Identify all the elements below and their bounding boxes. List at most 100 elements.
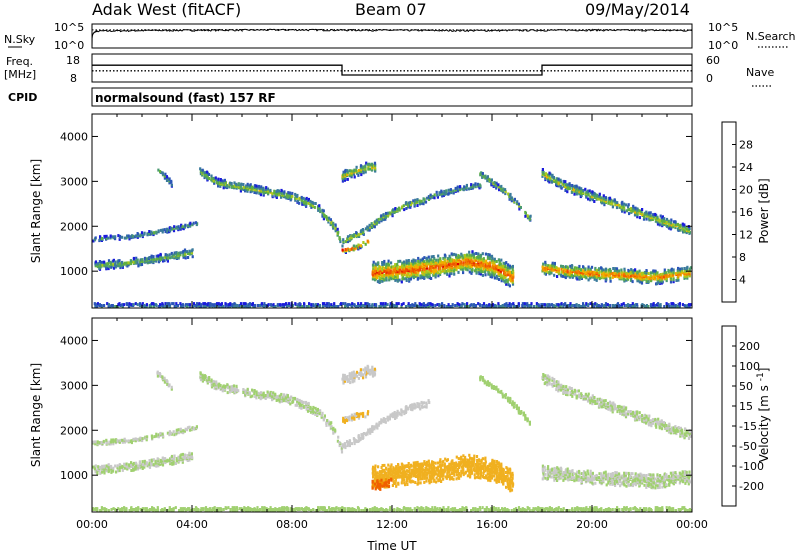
- range-cell: [445, 262, 448, 266]
- range-cell: [490, 182, 493, 186]
- range-cell: [672, 223, 675, 227]
- range-cell: [155, 259, 158, 263]
- range-cell: [551, 261, 554, 265]
- range-cell: [205, 173, 208, 177]
- range-cell: [362, 241, 365, 244]
- range-cell: [439, 259, 442, 263]
- range-cell: [264, 188, 267, 192]
- range-cell: [497, 278, 501, 281]
- range-cell: [470, 271, 473, 275]
- range-cell: [411, 201, 414, 205]
- range-cell: [603, 304, 606, 307]
- range-cell: [483, 305, 486, 308]
- range-cell: [191, 248, 194, 252]
- range-cell: [488, 261, 491, 265]
- range-cell: [519, 206, 522, 209]
- range-cell: [625, 203, 628, 207]
- range-cell: [495, 183, 498, 187]
- cpid-value: normalsound (fast) 157 RF: [95, 91, 276, 105]
- range-cell: [199, 374, 203, 378]
- range-cell: [141, 460, 144, 464]
- range-cell: [484, 273, 487, 277]
- range-cell: [146, 435, 149, 439]
- range-cell: [412, 468, 415, 472]
- range-cell: [168, 302, 171, 306]
- range-cell: [340, 302, 343, 306]
- range-cell: [278, 394, 281, 398]
- range-cell: [123, 303, 126, 307]
- range-cell: [500, 264, 503, 268]
- range-cell: [454, 253, 458, 257]
- range-cell: [366, 412, 369, 416]
- range-cell: [346, 169, 349, 173]
- range-cell: [115, 438, 118, 442]
- range-cell: [110, 470, 113, 474]
- range-cell: [185, 250, 189, 254]
- range-cell: [589, 197, 592, 201]
- range-cell: [278, 399, 281, 403]
- range-cell: [235, 386, 238, 390]
- range-cell: [247, 303, 250, 307]
- range-cell: [457, 466, 460, 469]
- range-cell: [500, 184, 503, 188]
- range-cell: [318, 207, 321, 211]
- range-cell: [401, 474, 404, 478]
- range-cell: [432, 461, 435, 464]
- range-cell: [448, 261, 451, 265]
- range-cell: [344, 305, 347, 308]
- range-cell: [181, 460, 184, 464]
- range-cell: [425, 465, 428, 469]
- range-cell: [311, 203, 314, 207]
- range-cell: [649, 214, 652, 218]
- range-cell: [404, 483, 407, 487]
- range-cell: [470, 303, 473, 307]
- range-cell: [629, 271, 632, 274]
- range-cell: [192, 302, 196, 306]
- range-cell: [427, 255, 430, 259]
- range-cell: [392, 466, 395, 470]
- range-cell: [402, 260, 406, 264]
- range-cell: [654, 269, 657, 273]
- range-cell: [168, 383, 171, 387]
- range-cell: [648, 217, 651, 221]
- range-cell: [517, 302, 520, 306]
- range-cell: [328, 305, 331, 308]
- range-cell: [435, 480, 438, 484]
- range-cell: [118, 469, 121, 473]
- range-cell: [146, 464, 149, 468]
- range-cell: [505, 282, 508, 286]
- range-cell: [504, 192, 507, 196]
- range-cell: [163, 174, 166, 178]
- range-cell: [353, 412, 356, 416]
- range-cell: [245, 184, 248, 188]
- range-cell: [376, 274, 379, 278]
- range-cell: [367, 430, 370, 434]
- range-cell: [471, 267, 474, 271]
- range-cell: [321, 212, 324, 216]
- range-cell: [425, 256, 428, 260]
- range-cell: [443, 462, 446, 466]
- range-cell: [399, 465, 402, 469]
- range-cell: [240, 182, 243, 186]
- range-cell: [280, 399, 283, 403]
- range-cell: [260, 391, 263, 395]
- range-cell: [460, 304, 463, 307]
- range-cell: [464, 257, 467, 261]
- range-cell: [622, 302, 625, 306]
- range-cell: [477, 267, 480, 271]
- range-cell: [468, 270, 471, 274]
- range-cell: [119, 438, 122, 442]
- range-cell: [463, 462, 466, 466]
- range-cell: [170, 454, 174, 458]
- range-cell: [426, 476, 429, 480]
- echo-band: [479, 171, 532, 222]
- range-cell: [201, 373, 204, 377]
- range-cell: [669, 280, 673, 284]
- range-cell: [400, 280, 403, 284]
- y-tick-label: 2000: [60, 220, 88, 233]
- range-cell: [134, 259, 137, 263]
- range-cell: [667, 219, 670, 223]
- range-cell: [496, 264, 499, 268]
- range-cell: [393, 304, 396, 307]
- range-cell: [388, 270, 391, 274]
